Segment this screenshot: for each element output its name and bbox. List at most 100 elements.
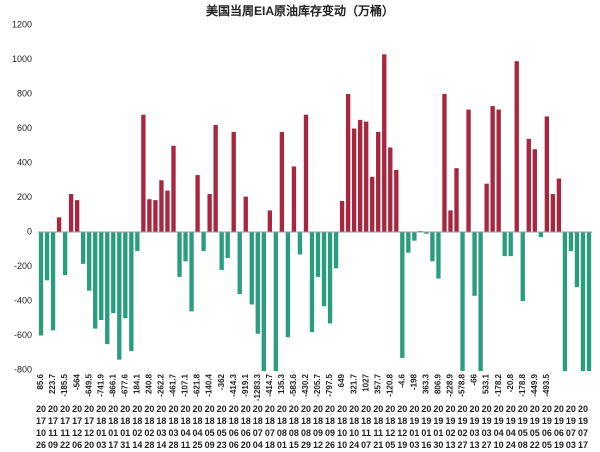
bar [478,232,483,371]
bar [466,109,471,232]
x-tick-label: 20180117 [108,404,119,450]
bar [351,128,357,232]
x-tick-label: 20180718 [264,404,275,450]
bar [538,232,543,238]
x-value-label: 533.1 [482,373,491,394]
x-tick-label: 20171206 [72,404,83,450]
x-value-label: 321.7 [349,373,358,394]
x-tick-label: 20190327 [481,404,492,450]
x-value-label: 649 [337,373,346,387]
y-tick-label: 1000 [12,54,32,64]
y-tick-label: 200 [17,192,32,202]
bar [424,232,429,234]
x-tick-label: 20190410 [493,404,504,450]
x-tick-label: 20190522 [529,404,540,450]
x-tick-label: 20190703 [565,404,576,450]
x-value-label: -414.7 [265,373,274,396]
bar [68,194,74,232]
bar [345,94,351,232]
y-tick-label: -800 [14,364,32,374]
chart-title: 美国当周EIA原油库存变动（万桶） [206,3,394,18]
x-tick-label: 20180509 [204,404,215,450]
x-tick-label: 20190605 [541,404,552,450]
bar [189,232,194,312]
x-tick-label: 20180523 [216,404,227,450]
bar [333,232,339,269]
bar [544,116,550,232]
bar [243,196,248,232]
x-tick-label: 20190116 [421,404,432,450]
bar [502,232,507,257]
bar [400,232,405,358]
bar [472,232,477,296]
bar [370,176,375,232]
x-tick-label: 20180912 [312,404,323,450]
x-value-label: -919.1 [241,373,250,396]
x-value-label: -677.6 [120,373,129,396]
bar [111,232,116,314]
bar [267,210,273,232]
y-tick-label: 600 [17,123,32,133]
bar [436,232,441,279]
bar [291,166,297,232]
x-value-label: -430.2 [301,373,310,396]
bar [87,232,92,291]
x-value-label: -140.4 [205,373,214,396]
bar [62,232,68,276]
x-tick-label: 20190313 [469,404,480,450]
x-value-label: -583.6 [289,373,298,396]
x-value-label: -797.5 [325,373,334,396]
x-tick-label: 20190130 [433,404,444,450]
y-tick-label: 1200 [12,19,32,29]
x-tick-label: 20171220 [84,404,95,450]
x-tick-label: 20181219 [397,404,408,450]
x-value-label: -866.1 [108,373,117,396]
bar [177,232,182,277]
x-tick-label: 20171026 [35,404,46,450]
y-tick-label: 400 [17,157,32,167]
x-tick-label: 20190227 [457,404,468,450]
bar [135,232,140,251]
bar [357,119,363,232]
x-value-label: -1283.3 [253,373,262,401]
x-value-label: -461.7 [169,373,178,396]
x-tick-label: 20181107 [361,404,372,450]
bar [225,232,230,258]
y-tick-label: 800 [17,88,32,98]
bar [50,232,56,331]
x-tick-label: 20171109 [48,404,59,450]
x-value-label: -120.8 [385,373,394,396]
bar [105,232,110,345]
bar [255,232,260,334]
x-tick-label: 20180328 [168,404,179,450]
x-value-label: 240.8 [145,373,154,394]
x-value-label: -621.8 [193,373,202,396]
bar [532,149,537,232]
x-value-label: 357.7 [373,373,382,394]
bar [159,180,164,232]
bar [147,199,152,232]
bar [219,232,224,270]
bar [123,232,128,319]
x-value-label: -107.1 [181,373,190,396]
y-tick-label: -400 [14,295,32,305]
bar [520,232,525,301]
x-value-label: -262.2 [157,373,166,396]
x-value-label: -20.8 [506,373,515,392]
x-value-label: -178.2 [494,373,503,396]
x-tick-label: 20190508 [517,404,528,450]
x-tick-label: 20180214 [132,404,143,450]
x-tick-label: 20190103 [409,404,420,450]
x-tick-label: 20180801 [276,404,287,450]
bar [574,232,580,288]
bar [430,232,435,262]
bar [261,232,266,371]
bar [38,232,44,336]
x-tick-label: 20190424 [505,404,516,450]
x-value-label: -178.8 [518,373,527,396]
bar [496,109,501,232]
x-tick-label: 20180620 [240,404,251,450]
x-value-label: 85.6 [36,373,45,389]
x-value-label: -362 [217,373,226,390]
